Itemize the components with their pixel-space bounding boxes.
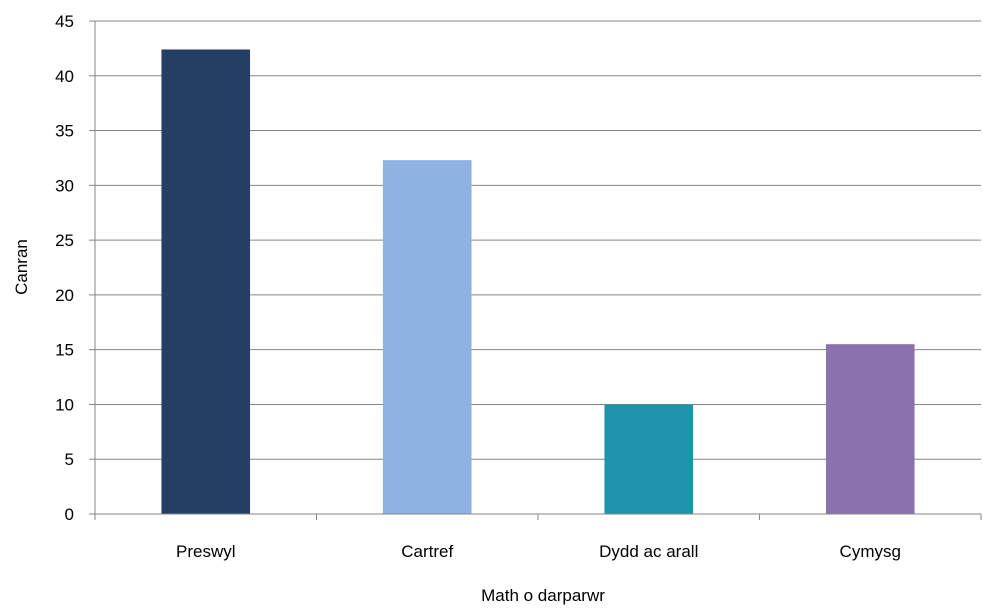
y-axis-title: Canran [12, 239, 31, 295]
y-tick-label: 30 [55, 176, 74, 195]
bars [161, 49, 915, 515]
y-tick-label: 10 [55, 395, 74, 414]
x-tick-label: Cymysg [840, 542, 901, 561]
y-tick-label: 15 [55, 341, 74, 360]
x-tick-label: Dydd ac arall [599, 542, 698, 561]
y-tick-label: 5 [65, 450, 74, 469]
y-tick-labels: 0 5 10 15 20 25 30 35 40 45 [55, 12, 74, 524]
y-tick-label: 45 [55, 12, 74, 31]
bar-cymysg [825, 344, 915, 514]
x-tick-labels: Preswyl Cartref Dydd ac arall Cymysg [176, 542, 901, 561]
y-tick-label: 20 [55, 286, 74, 305]
bar-dydd-ac-arall [604, 404, 694, 514]
axes [89, 20, 982, 520]
y-tick-label: 35 [55, 122, 74, 141]
y-tick-label: 0 [65, 505, 74, 524]
y-tick-label: 40 [55, 67, 74, 86]
bar-preswyl [161, 49, 251, 515]
bar-cartref [382, 160, 472, 514]
y-tick-label: 25 [55, 231, 74, 250]
x-tick-label: Cartref [401, 542, 453, 561]
x-axis-title: Math o darparwr [481, 586, 605, 605]
x-tick-label: Preswyl [176, 542, 236, 561]
